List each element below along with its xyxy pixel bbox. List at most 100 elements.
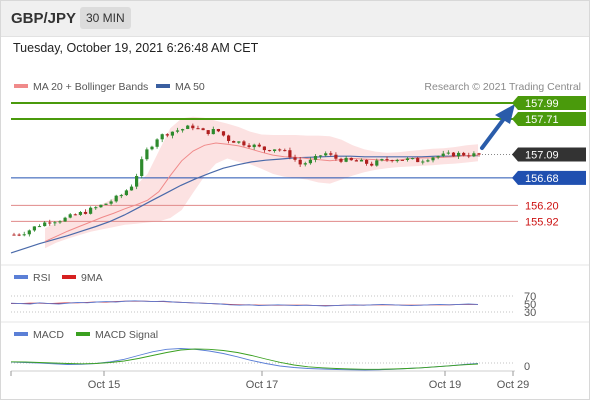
candle-body [124,190,128,196]
candle-body [283,150,287,152]
candle-body [242,141,246,146]
candle-body [298,159,302,165]
rsi-legend-swatch [14,275,28,279]
last-level-box [518,147,586,162]
macd-signal-legend-swatch [76,332,90,336]
candle-body [94,207,98,209]
candle-body [140,159,144,176]
ma50-legend-swatch [156,84,170,88]
macd-signal-legend-label: MACD Signal [95,329,158,341]
candle-body [186,125,190,129]
candle-body [257,144,261,147]
candle-body [114,195,118,202]
candle-body [48,222,52,224]
x-axis-ticks: Oct 15 Oct 17 Oct 19 Oct 29 [10,371,529,391]
currency-pair-title: GBP/JPY [11,10,77,27]
candle-body [150,146,154,150]
candle-body [262,146,266,151]
rsi-line [10,300,479,307]
candle-body [416,158,420,163]
level-labels-group: 157.99 157.71 157.09 156.68 156.20 155.92 [512,96,586,228]
credit-label: Research © 2021 Trading Central [424,81,581,93]
candle-body [191,125,195,129]
candle-body [441,153,445,157]
candle-body [370,163,374,166]
candle-body [405,158,410,160]
candle-body [37,226,42,228]
candle-body [359,159,364,162]
candle-body [324,153,328,156]
candle-body [22,234,26,236]
candle-body [431,157,435,161]
macd-legend-label: MACD [33,329,64,341]
candle-body [43,222,47,227]
main-legend: MA 20 + Bollinger Bands MA 50 Research ©… [14,81,581,93]
x-tick-label-oct15: Oct 15 [88,379,120,391]
candle-body [467,155,471,157]
candle-body [477,153,481,155]
candle-body [135,176,139,187]
candle-body [395,159,399,162]
levels-group [11,102,518,222]
candle-body [211,129,215,135]
pivot-level-box [518,170,586,185]
candle-body [278,149,282,151]
support-level-label: 155.92 [525,216,559,228]
candle-body [303,163,307,165]
candle-body [53,222,57,224]
rsi-ma-legend-swatch [62,275,76,279]
bollinger-band-area [45,116,478,249]
candle-body [109,201,113,204]
rsi-legend: RSI 9MA [14,272,103,284]
candle-body [165,134,169,136]
candle-body [247,145,251,147]
candle-body [288,150,292,158]
x-tick-label-oct17: Oct 17 [246,379,278,391]
x-tick-label-oct29: Oct 29 [497,379,529,391]
candle-body [201,128,205,131]
candle-body [313,156,318,160]
candle-body [17,234,21,236]
candle-body [390,160,394,162]
candle-body [329,153,333,155]
candle-body [436,156,440,158]
candle-body [221,131,226,136]
candle-body [344,157,348,162]
candle-body [375,160,379,166]
pivot-level-label: 156.68 [525,173,559,185]
candle-body [73,214,77,216]
candle-body [293,157,297,160]
pivot-level-pointer [512,170,518,185]
candle-body [175,130,180,132]
candle-body [421,161,425,163]
target-level-box [518,96,586,110]
candle-body [32,226,36,231]
macd-tick-0: 0 [524,361,530,373]
candle-body [451,152,456,157]
timestamp: Tuesday, October 19, 2021 6:26:48 AM CET [13,41,259,55]
candle-body [160,134,164,140]
candle-body [334,154,338,159]
candle-body [99,204,103,208]
candle-body [68,214,72,218]
last-level-pointer [512,147,518,162]
ma50-legend-label: MA 50 [175,81,205,93]
target-level-pointer [512,112,518,126]
ma20-legend-label: MA 20 + Bollinger Bands [33,81,148,93]
candle-body [58,221,62,223]
candle-body [170,131,174,136]
timeframe-button[interactable]: 30 MIN [80,7,131,29]
candle-body [155,139,159,147]
forecast-arrow-shaft [480,114,508,150]
candle-body [319,155,323,157]
candle-body [457,152,461,157]
candle-body [12,234,16,236]
candle-body [83,212,88,214]
candle-body [446,152,450,154]
ma20-legend-swatch [14,84,28,88]
candle-body [89,207,93,214]
forecast-arrow [480,104,515,150]
candle-body [354,160,358,162]
candle-body [237,141,241,143]
candle-body [385,159,389,161]
